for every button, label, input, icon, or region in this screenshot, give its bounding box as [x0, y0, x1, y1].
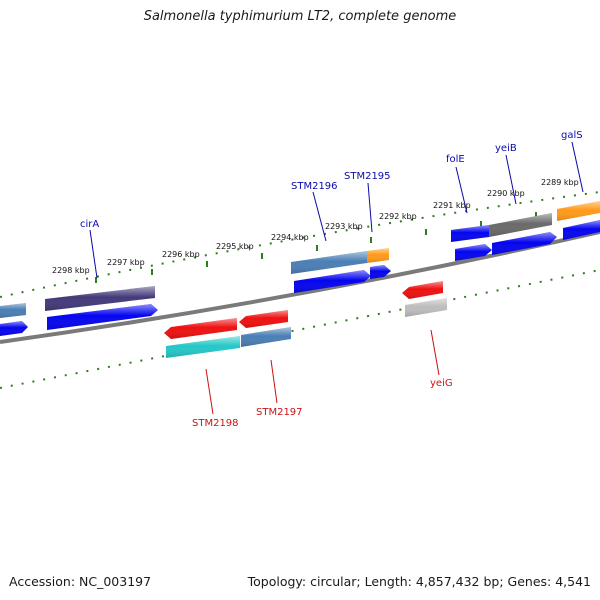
kbp-label: 2295 kbp	[216, 242, 254, 251]
major-ticks	[95, 212, 537, 283]
feature-bar[interactable]	[291, 251, 367, 274]
cds-arrow[interactable]	[47, 304, 158, 330]
gene-label-yeiG[interactable]: yeiG	[430, 378, 453, 389]
feature-bar[interactable]	[405, 298, 447, 317]
map-title: Salmonella typhimurium LT2, complete gen…	[143, 9, 457, 24]
feature-bar[interactable]	[557, 201, 600, 221]
forward-feature-bars	[0, 201, 600, 318]
gene-label-STM2196[interactable]: STM2196	[291, 181, 338, 192]
gene-label-galS[interactable]: galS	[561, 130, 583, 141]
cds-arrow[interactable]	[239, 310, 288, 328]
cds-arrow[interactable]	[563, 220, 600, 240]
forward-label-leaders	[89, 141, 584, 279]
kbp-label: 2297 kbp	[107, 258, 145, 267]
kbp-label: 2290 kbp	[487, 189, 525, 198]
kbp-tick-labels: 2298 kbp 2297 kbp 2296 kbp 2295 kbp 2294…	[52, 178, 579, 275]
reverse-gene-labels: STM2198 STM2197 yeiG	[192, 378, 453, 429]
feature-bar[interactable]	[489, 213, 552, 237]
feature-bar[interactable]	[166, 336, 240, 358]
kbp-label: 2294 kbp	[271, 233, 309, 242]
kbp-label: 2298 kbp	[52, 266, 90, 275]
gene-label-yeiB[interactable]: yeiB	[495, 143, 517, 154]
topology-text: Topology: circular; Length: 4,857,432 bp…	[247, 574, 591, 589]
cds-arrow[interactable]	[0, 321, 28, 336]
feature-bar[interactable]	[241, 327, 291, 347]
cds-arrow[interactable]	[402, 281, 443, 299]
cds-arrow[interactable]	[455, 244, 492, 261]
feature-bar[interactable]	[0, 303, 26, 318]
gene-label-cirA[interactable]: cirA	[80, 219, 99, 230]
cds-arrow[interactable]	[164, 318, 237, 339]
forward-cds-arrows	[0, 220, 600, 336]
genome-backbone	[0, 230, 600, 344]
reverse-feature-bars	[166, 298, 447, 358]
kbp-label: 2289 kbp	[541, 178, 579, 187]
kbp-label: 2291 kbp	[433, 201, 471, 210]
kbp-label: 2292 kbp	[379, 212, 417, 221]
cds-arrow[interactable]	[492, 232, 557, 255]
cds-arrow[interactable]	[294, 270, 371, 293]
cds-arrow[interactable]	[370, 265, 391, 279]
reverse-label-leaders	[205, 329, 440, 415]
feature-bar[interactable]	[45, 286, 155, 311]
kbp-label: 2293 kbp	[325, 222, 363, 231]
gene-label-STM2195[interactable]: STM2195	[344, 171, 391, 182]
gene-label-STM2198[interactable]: STM2198	[192, 418, 239, 429]
accession-text: Accession: NC_003197	[9, 574, 152, 589]
forward-gene-labels: cirA STM2196 STM2195 folE yeiB galS	[80, 130, 583, 230]
gene-label-folE[interactable]: folE	[446, 154, 465, 165]
feature-bar[interactable]	[451, 225, 489, 242]
kbp-label: 2296 kbp	[162, 250, 200, 259]
feature-bar[interactable]	[367, 248, 389, 263]
gene-label-STM2197[interactable]: STM2197	[256, 407, 303, 418]
reverse-cds-arrows	[164, 281, 443, 339]
